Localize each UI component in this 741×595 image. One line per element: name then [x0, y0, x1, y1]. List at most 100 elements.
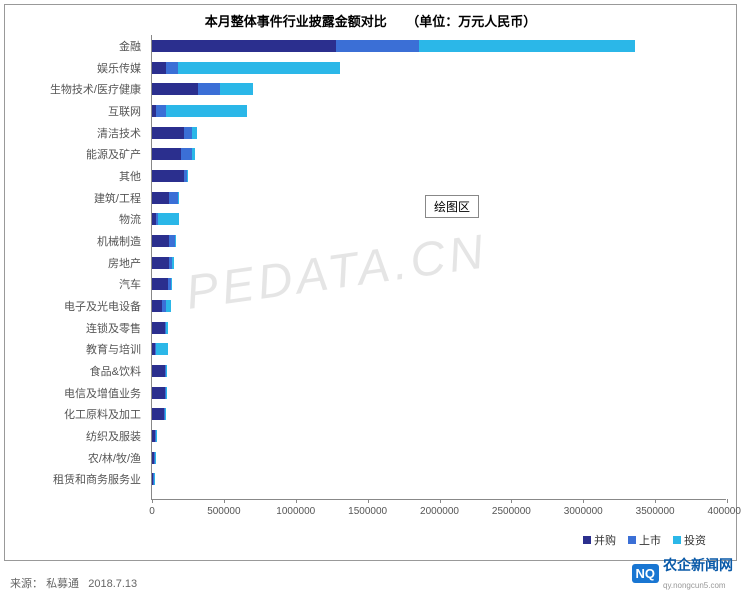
y-axis-label: 房地产 — [108, 255, 141, 271]
bar-row — [152, 300, 171, 312]
chart-container: 本月整体事件行业披露金额对比 （单位：万元人民币） PEDATA.CN 绘图区 … — [4, 4, 737, 561]
bar-row — [152, 192, 179, 204]
bar-segment — [152, 387, 165, 399]
x-axis-tick: 0 — [149, 506, 155, 517]
logo-text: 农企新闻网 — [663, 557, 733, 573]
bar-segment — [166, 387, 167, 399]
bar-row — [152, 365, 167, 377]
y-axis-label: 能源及矿产 — [86, 146, 141, 162]
bar-segment — [152, 408, 164, 420]
bar-segment — [152, 192, 169, 204]
bar-segment — [192, 148, 195, 160]
bar-segment — [152, 278, 168, 290]
bar-segment — [184, 127, 193, 139]
x-axis-tick: 2500000 — [492, 506, 531, 517]
bar-segment — [336, 40, 419, 52]
chart-title: 本月整体事件行业披露金额对比 （单位：万元人民币） — [5, 5, 736, 30]
bar-row — [152, 127, 197, 139]
legend-item: 上市 — [628, 532, 661, 548]
bar-row — [152, 40, 635, 52]
bar-segment — [152, 322, 165, 334]
bar-segment — [165, 408, 166, 420]
y-axis-label: 租赁和商务服务业 — [53, 471, 141, 487]
y-axis-label: 农/林/牧/渔 — [88, 450, 141, 466]
legend: 并购 上市 投资 — [583, 532, 706, 548]
y-axis-label: 清洁技术 — [97, 125, 141, 141]
bar-segment — [220, 83, 253, 95]
y-axis-label: 娱乐传媒 — [97, 60, 141, 76]
y-axis-label: 建筑/工程 — [94, 190, 141, 206]
bar-row — [152, 105, 247, 117]
bar-segment — [152, 62, 166, 74]
y-axis-labels: 金融娱乐传媒生物技术/医疗健康互联网清洁技术能源及矿产其他建筑/工程物流机械制造… — [15, 35, 145, 500]
legend-label: 投资 — [684, 532, 706, 548]
y-axis-label: 生物技术/医疗健康 — [50, 81, 141, 97]
y-axis-label: 机械制造 — [97, 233, 141, 249]
bar-row — [152, 257, 174, 269]
bar-row — [152, 235, 176, 247]
y-axis-label: 互联网 — [108, 103, 141, 119]
bar-segment — [192, 127, 196, 139]
bar-row — [152, 83, 253, 95]
y-axis-label: 纺织及服装 — [86, 428, 141, 444]
bar-segment — [169, 192, 178, 204]
bar-segment — [198, 83, 220, 95]
bar-segment — [166, 62, 178, 74]
source-prefix: 来源： — [10, 578, 43, 590]
bar-segment — [156, 430, 157, 442]
y-axis-label: 物流 — [119, 211, 141, 227]
legend-label: 并购 — [594, 532, 616, 548]
bar-segment — [152, 365, 165, 377]
bar-segment — [178, 192, 179, 204]
bar-row — [152, 408, 166, 420]
y-axis-label: 汽车 — [119, 276, 141, 292]
bar-segment — [152, 235, 169, 247]
y-axis-label: 食品&饮料 — [90, 363, 141, 379]
bar-row — [152, 278, 172, 290]
legend-label: 上市 — [639, 532, 661, 548]
x-axis-tick: 1500000 — [348, 506, 387, 517]
source-name: 私募通 — [46, 578, 79, 590]
bar-row — [152, 452, 156, 464]
bar-segment — [166, 322, 167, 334]
bar-segment — [156, 105, 166, 117]
y-axis-label: 电子及光电设备 — [64, 298, 141, 314]
bar-segment — [158, 213, 180, 225]
bar-segment — [172, 257, 173, 269]
bar-segment — [152, 127, 184, 139]
bar-segment — [152, 40, 336, 52]
x-axis-tick: 3500000 — [636, 506, 675, 517]
legend-item: 投资 — [673, 532, 706, 548]
bar-segment — [156, 343, 168, 355]
x-axis-tick: 2000000 — [420, 506, 459, 517]
bar-segment — [155, 452, 156, 464]
bar-row — [152, 148, 195, 160]
x-axis-tick: 4000000 — [708, 506, 741, 517]
bar-segment — [154, 473, 155, 485]
y-axis-label: 教育与培训 — [86, 341, 141, 357]
y-axis-label: 金融 — [119, 38, 141, 54]
source-date: 2018.7.13 — [88, 578, 137, 590]
bar-segment — [419, 40, 635, 52]
plot-area-label: 绘图区 — [425, 195, 479, 218]
bars-area: 0500000100000015000002000000250000030000… — [151, 35, 726, 500]
bar-row — [152, 473, 155, 485]
bar-row — [152, 322, 168, 334]
y-axis-label: 电信及增值业务 — [64, 385, 141, 401]
source-line: 来源： 私募通 2018.7.13 — [10, 575, 137, 591]
x-axis-tick: 3000000 — [564, 506, 603, 517]
bar-segment — [152, 257, 169, 269]
x-axis-tick: 1000000 — [276, 506, 315, 517]
bar-segment — [178, 62, 340, 74]
bar-row — [152, 62, 340, 74]
bar-segment — [166, 105, 247, 117]
legend-swatch — [583, 536, 591, 544]
y-axis-label: 其他 — [119, 168, 141, 184]
bar-segment — [166, 365, 167, 377]
logo-sub: qy.nongcun5.com — [663, 581, 726, 590]
logo-icon: NQ — [632, 564, 660, 583]
bar-segment — [152, 83, 198, 95]
bar-row — [152, 430, 156, 442]
y-axis-label: 化工原料及加工 — [64, 406, 141, 422]
bar-segment — [187, 170, 188, 182]
